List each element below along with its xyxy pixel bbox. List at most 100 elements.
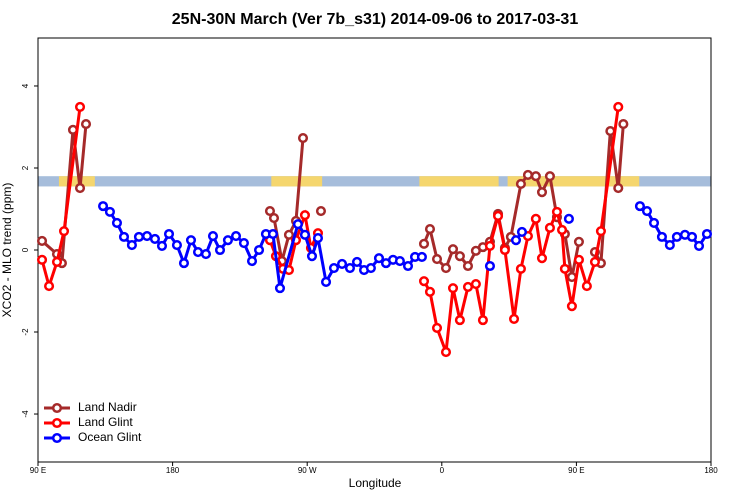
land-band [507, 176, 640, 187]
data-point [447, 244, 459, 255]
data-point [544, 171, 555, 182]
data-point [297, 133, 309, 144]
data-point [230, 231, 242, 242]
data-point [559, 263, 570, 274]
y-tick-label: 0 [21, 247, 30, 252]
data-point [299, 229, 311, 240]
data-point [373, 253, 385, 264]
data-point [470, 278, 481, 290]
x-tick-label: 180 [166, 466, 180, 475]
data-point [283, 229, 295, 240]
x-tick-label: 0 [440, 466, 445, 475]
data-point [365, 262, 376, 274]
data-point [44, 281, 55, 292]
data-point [418, 276, 430, 287]
data-point [315, 205, 327, 217]
data-point [440, 262, 452, 274]
data-point [515, 263, 526, 274]
data-point [74, 183, 86, 194]
data-point [118, 231, 130, 242]
data-point [536, 187, 548, 198]
x-axis-label: Longitude [349, 476, 402, 490]
data-point [253, 244, 265, 256]
land-band [58, 176, 95, 187]
data-point [634, 201, 646, 212]
data-point [556, 224, 568, 235]
data-point [200, 249, 212, 260]
series-line [41, 123, 88, 269]
data-point [566, 301, 577, 312]
data-point [522, 169, 533, 181]
data-point [563, 213, 574, 224]
y-axis-label: XCO2 - MLO trend (ppm) [0, 183, 14, 318]
x-tick-label: 90 E [30, 466, 46, 475]
data-point [171, 240, 182, 251]
x-tick-label: 90 W [298, 466, 317, 475]
data-point [454, 315, 465, 326]
data-point [492, 210, 504, 222]
data-point [664, 240, 675, 251]
data-point [618, 119, 629, 130]
data-point [499, 244, 510, 256]
ocean-band [38, 176, 711, 187]
data-point [312, 233, 324, 244]
data-point [508, 313, 520, 324]
data-point [613, 101, 624, 112]
data-point [36, 254, 48, 265]
data-point [292, 219, 303, 230]
data-point [344, 262, 356, 274]
data-point [477, 315, 488, 326]
data-point [192, 247, 204, 258]
data-point [238, 237, 249, 249]
data-point [306, 251, 318, 262]
data-point [686, 231, 698, 242]
data-point [163, 228, 175, 240]
data-point [58, 226, 70, 237]
data-point [454, 251, 465, 262]
data-point [656, 231, 667, 242]
data-point [530, 171, 541, 182]
data-point [394, 256, 405, 267]
data-point [613, 183, 624, 194]
data-point [299, 210, 311, 221]
data-point [551, 206, 563, 217]
data-point [447, 283, 459, 294]
y-tick-label: -2 [21, 328, 30, 336]
data-point [641, 205, 653, 217]
data-point [573, 254, 584, 265]
data-point [431, 322, 443, 333]
data-point [246, 256, 258, 267]
data-point [595, 226, 606, 237]
data-point [516, 226, 528, 238]
data-point [530, 213, 541, 224]
data-point [149, 233, 161, 244]
data-point [402, 260, 414, 272]
data-point [573, 236, 584, 247]
data-point [178, 258, 190, 269]
data-point [440, 347, 452, 358]
data-point [141, 231, 153, 242]
data-point [267, 228, 279, 240]
data-point [536, 253, 548, 264]
data-point [671, 231, 682, 242]
legend-marker [51, 417, 63, 429]
data-point [693, 240, 705, 251]
legend-label: Land Glint [78, 415, 133, 429]
legend-label: Land Nadir [78, 400, 137, 414]
data-point [74, 101, 86, 112]
data-point [510, 235, 522, 246]
y-tick-label: 2 [21, 165, 30, 170]
data-point [605, 126, 616, 137]
data-point [133, 231, 144, 242]
data-point [98, 201, 109, 212]
data-point [424, 224, 436, 235]
data-point [80, 119, 92, 130]
legend-marker [51, 402, 63, 414]
data-point [648, 217, 660, 228]
data-point [222, 235, 233, 246]
data-point [589, 256, 600, 267]
data-point [185, 235, 197, 246]
data-point [351, 256, 363, 267]
data-point [462, 281, 474, 292]
